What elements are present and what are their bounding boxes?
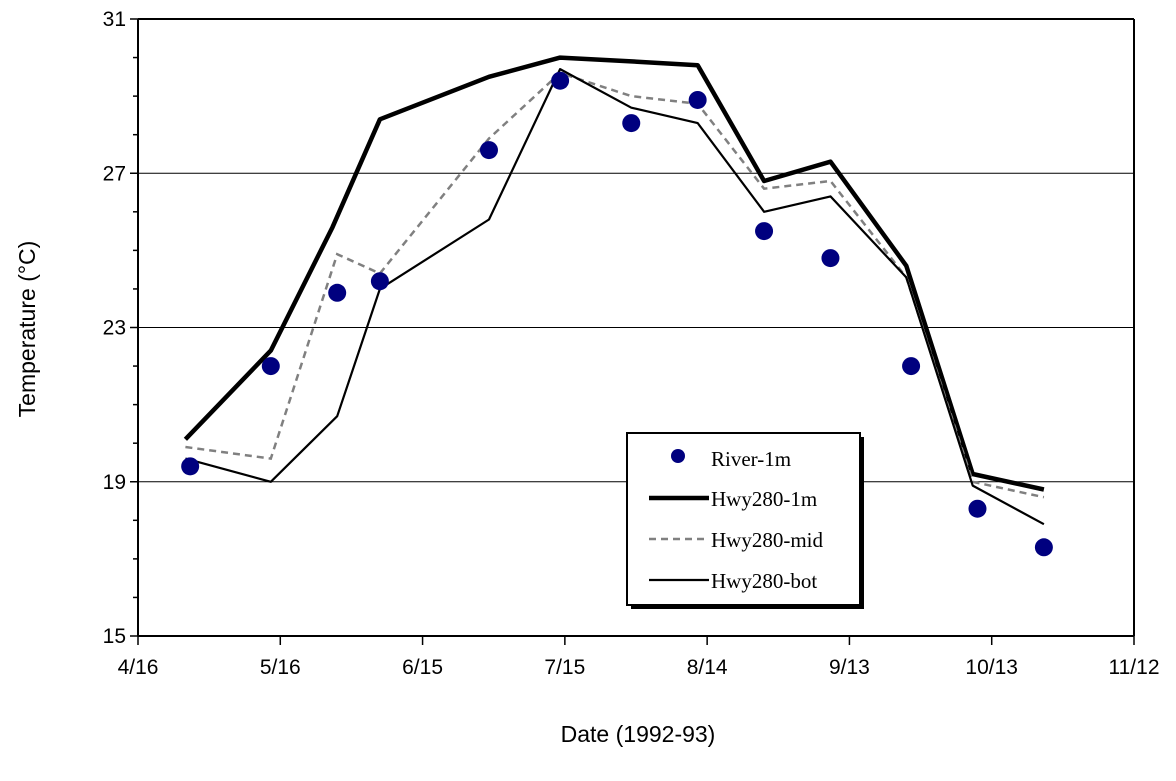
x-tick-label: 4/16 <box>118 656 159 679</box>
river-1m-point <box>551 71 570 90</box>
series-lines <box>183 55 1045 526</box>
legend-label: Hwy280-1m <box>711 487 817 511</box>
river-1m-point <box>902 357 921 376</box>
series-line-hwy280-1m <box>183 55 1045 492</box>
river-1m-point <box>370 272 389 291</box>
legend: River-1m Hwy280-1m Hwy280-mid Hwy280-bot <box>626 432 864 609</box>
x-tick-label: 11/12 <box>1109 656 1160 679</box>
river-1m-point <box>328 283 347 302</box>
axes <box>130 18 1135 645</box>
legend-swatch-river-1m <box>671 449 685 463</box>
x-tick-label: 8/14 <box>687 656 728 679</box>
river-1m-point <box>261 357 280 376</box>
river-1m-point <box>479 141 498 160</box>
x-tick-label: 6/15 <box>402 656 443 679</box>
series-line-hwy280-mid <box>185 71 1045 499</box>
legend-label: Hwy280-mid <box>711 528 823 552</box>
y-tick-label: 15 <box>103 625 126 648</box>
x-tick-label: 9/13 <box>829 656 870 679</box>
river-1m-point <box>755 222 774 241</box>
tick-labels: 15 19 23 27 31 4/16 5/16 6/15 7/15 8/14 9/13 10/13 1… <box>103 8 1160 679</box>
y-tick-label: 31 <box>103 8 126 31</box>
y-tick-label: 27 <box>103 162 126 185</box>
river-1m-point <box>622 114 641 133</box>
river-markers <box>181 71 1053 557</box>
river-1m-point <box>821 249 840 268</box>
series-line-hwy280-bot <box>185 67 1045 526</box>
river-1m-point <box>688 90 707 109</box>
x-tick-label: 7/15 <box>544 656 585 679</box>
y-tick-label: 23 <box>103 317 126 340</box>
y-axis-title: Temperature (°C) <box>14 241 40 418</box>
x-tick-label: 10/13 <box>965 656 1018 679</box>
river-1m-point <box>1034 538 1053 557</box>
legend-label: River-1m <box>711 447 791 471</box>
legend-label: Hwy280-bot <box>711 569 817 593</box>
y-tick-label: 19 <box>103 471 126 494</box>
river-1m-point <box>181 457 200 476</box>
legend-box <box>626 432 861 606</box>
river-1m-point <box>968 499 987 518</box>
x-axis-title: Date (1992-93) <box>561 721 716 747</box>
x-tick-label: 5/16 <box>260 656 301 679</box>
